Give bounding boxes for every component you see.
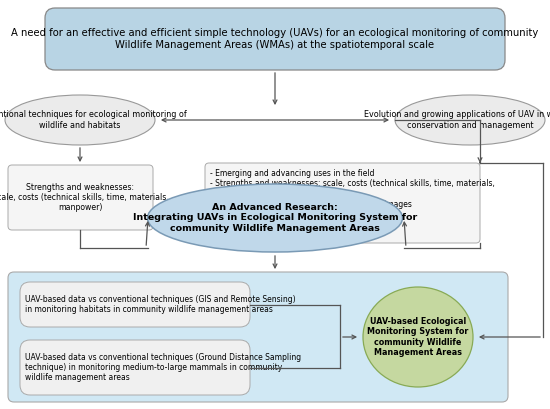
FancyBboxPatch shape [45,8,505,70]
Ellipse shape [5,95,155,145]
FancyBboxPatch shape [20,282,250,327]
FancyBboxPatch shape [20,340,250,395]
Text: Conventional techniques for ecological monitoring of
wildlife and habitats: Conventional techniques for ecological m… [0,110,187,130]
Text: Strengths and weaknesses:
scale, costs (technical skills, time, materials,
manpo: Strengths and weaknesses: scale, costs (… [0,182,168,212]
FancyBboxPatch shape [8,165,153,230]
Text: UAV-based data vs conventional techniques (GIS and Remote Sensing)
in monitoring: UAV-based data vs conventional technique… [25,295,296,314]
FancyBboxPatch shape [8,272,508,402]
Text: - Emerging and advancing uses in the field
- Strengths and weaknesses: scale, co: - Emerging and advancing uses in the fie… [210,169,495,220]
Text: A need for an effective and efficient simple technology (UAVs) for an ecological: A need for an effective and efficient si… [12,28,538,50]
Text: An Advanced Research:
Integrating UAVs in Ecological Monitoring System for
commu: An Advanced Research: Integrating UAVs i… [133,203,417,233]
Text: Evolution and growing applications of UAV in wildlife
conservation and managemen: Evolution and growing applications of UA… [365,110,550,130]
Text: UAV-based Ecological
Monitoring System for
community Wildlife
Management Areas: UAV-based Ecological Monitoring System f… [367,317,469,357]
Ellipse shape [147,184,403,252]
FancyBboxPatch shape [205,163,480,243]
Text: UAV-based data vs conventional techniques (Ground Distance Sampling
technique) i: UAV-based data vs conventional technique… [25,353,301,382]
Ellipse shape [395,95,545,145]
Ellipse shape [363,287,473,387]
